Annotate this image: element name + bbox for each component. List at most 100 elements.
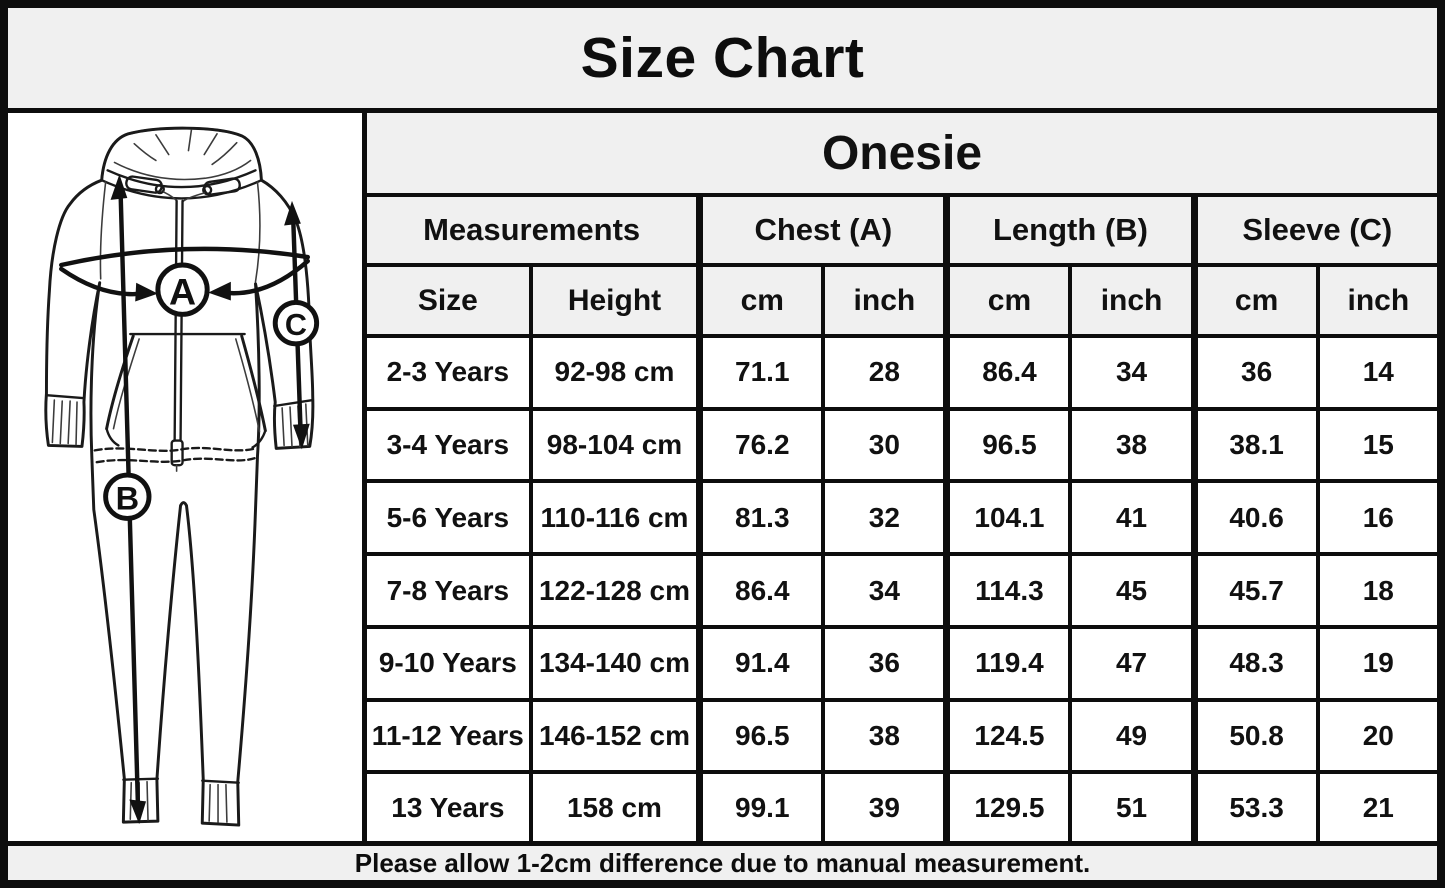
sleeve-measure: C (272, 200, 320, 450)
sleeve-cm-cell: 45.7 (1190, 552, 1320, 629)
sleeve-inch-cell: 14 (1315, 334, 1437, 411)
waist-seam (93, 446, 257, 464)
drawstring-toggles (125, 175, 241, 203)
sleeve-inch-cell: 20 (1315, 697, 1437, 775)
sleeve-inch-cell: 19 (1315, 624, 1437, 702)
height-cell: 134-140 cm (528, 624, 702, 702)
hood (99, 126, 263, 283)
chest-inch-cell: 39 (821, 770, 949, 841)
size-table: Onesie Measurements Chest (A) Length (B)… (367, 113, 1437, 841)
content-area: A B C (8, 113, 1437, 841)
length-inch-cell: 45 (1068, 552, 1197, 629)
chest-inch-cell: 28 (821, 334, 949, 411)
zipper (170, 199, 184, 472)
table-row: 7-8 Years 122-128 cm 86.4 34 114.3 45 45… (367, 552, 1437, 629)
length-arrow-bottom-head (129, 799, 147, 825)
sleeve-inch-cell: 15 (1315, 406, 1437, 484)
size-cell: 5-6 Years (367, 479, 533, 557)
sleeve-cm-cell: 48.3 (1190, 624, 1320, 702)
page-title: Size Chart (580, 26, 865, 90)
title-band: Size Chart (8, 8, 1437, 113)
sleeve-marker-letter: C (285, 308, 307, 342)
chest-cm-cell: 71.1 (696, 334, 826, 411)
group-header-row: Measurements Chest (A) Length (B) Sleeve… (367, 193, 1437, 267)
sleeve-cm-cell: 53.3 (1190, 770, 1320, 841)
sleeve-cuffs (45, 393, 314, 448)
size-cell: 2-3 Years (367, 334, 533, 411)
length-cm-cell: 96.5 (943, 406, 1073, 484)
sleeve-inch-cell: 18 (1315, 552, 1437, 629)
height-cell: 98-104 cm (528, 406, 702, 484)
length-cm-cell: 124.5 (943, 697, 1073, 775)
group-sleeve: Sleeve (C) (1190, 193, 1437, 267)
chest-inch-cell: 38 (821, 697, 949, 775)
length-inch-cell: 49 (1068, 697, 1197, 775)
group-measurements: Measurements (367, 193, 702, 267)
sleeve-arrow-bottom-head (292, 423, 310, 450)
col-chest-cm: cm (696, 263, 826, 338)
chest-measure: A (59, 246, 310, 317)
table-row: 3-4 Years 98-104 cm 76.2 30 96.5 38 38.1… (367, 406, 1437, 484)
chest-cm-cell: 86.4 (696, 552, 826, 629)
footer-note: Please allow 1-2cm difference due to man… (354, 847, 1091, 878)
height-cell: 110-116 cm (528, 479, 702, 557)
chest-ellipse-arc (59, 246, 310, 268)
length-inch-cell: 41 (1068, 479, 1197, 557)
size-cell: 13 Years (367, 770, 533, 841)
chest-cm-cell: 99.1 (696, 770, 826, 841)
chest-arrow-right-head (208, 281, 231, 301)
footer-band: Please allow 1-2cm difference due to man… (8, 841, 1437, 880)
chest-cm-cell: 76.2 (696, 406, 826, 484)
col-height: Height (528, 263, 702, 338)
length-marker-letter: B (116, 481, 140, 517)
length-cm-cell: 129.5 (943, 770, 1073, 841)
length-arrow-top-head (110, 174, 128, 200)
group-length: Length (B) (943, 193, 1197, 267)
length-inch-cell: 38 (1068, 406, 1197, 484)
chest-cm-cell: 91.4 (696, 624, 826, 702)
sleeve-arrow-top-head (284, 200, 301, 226)
length-inch-cell: 47 (1068, 624, 1197, 702)
length-cm-cell: 86.4 (943, 334, 1073, 411)
table-row: 13 Years 158 cm 99.1 39 129.5 51 53.3 21 (367, 770, 1437, 841)
chest-inch-cell: 30 (821, 406, 949, 484)
chest-marker-letter: A (169, 271, 196, 313)
sleeve-inch-cell: 16 (1315, 479, 1437, 557)
length-inch-cell: 34 (1068, 334, 1197, 411)
pocket (105, 332, 267, 449)
product-title: Onesie (367, 113, 1437, 197)
chest-marker-circle (155, 262, 210, 317)
diagram-panel: A B C (8, 113, 367, 841)
height-cell: 158 cm (528, 770, 702, 841)
onesie-diagram: A B C (44, 126, 320, 827)
col-sleeve-cm: cm (1190, 263, 1320, 338)
sleeve-cm-cell: 40.6 (1190, 479, 1320, 557)
length-measure: B (103, 174, 152, 825)
chest-inch-cell: 36 (821, 624, 949, 702)
group-chest: Chest (A) (696, 193, 949, 267)
height-cell: 122-128 cm (528, 552, 702, 629)
onesie-body-outline (44, 126, 315, 827)
sleeve-cm-cell: 38.1 (1190, 406, 1320, 484)
length-cm-cell: 119.4 (943, 624, 1073, 702)
length-cm-cell: 104.1 (943, 479, 1073, 557)
height-cell: 92-98 cm (528, 334, 702, 411)
sleeve-cm-cell: 50.8 (1190, 697, 1320, 775)
col-chest-inch: inch (821, 263, 949, 338)
table-panel: Onesie Measurements Chest (A) Length (B)… (367, 113, 1437, 841)
size-cell: 11-12 Years (367, 697, 533, 775)
table-row: 2-3 Years 92-98 cm 71.1 28 86.4 34 36 14 (367, 334, 1437, 411)
size-cell: 7-8 Years (367, 552, 533, 629)
sleeve-inch-cell: 21 (1315, 770, 1437, 841)
table-row: 9-10 Years 134-140 cm 91.4 36 119.4 47 4… (367, 624, 1437, 702)
sleeve-cm-cell: 36 (1190, 334, 1320, 411)
length-marker-circle (103, 472, 152, 521)
height-cell: 146-152 cm (528, 697, 702, 775)
length-cm-cell: 114.3 (943, 552, 1073, 629)
chest-inch-cell: 32 (821, 479, 949, 557)
chest-inch-cell: 34 (821, 552, 949, 629)
sub-header-row: Size Height cm inch cm inch cm inch (367, 263, 1437, 338)
col-length-cm: cm (943, 263, 1073, 338)
size-cell: 3-4 Years (367, 406, 533, 484)
